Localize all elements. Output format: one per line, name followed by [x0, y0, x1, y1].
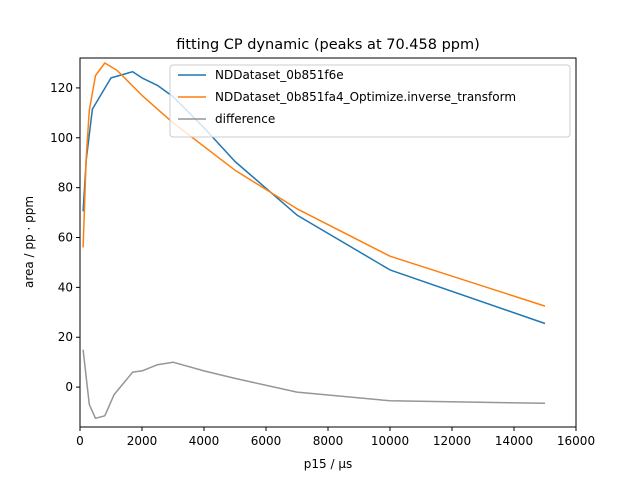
x-tick-label: 6000: [251, 434, 282, 448]
x-axis-ticks: 0 2000 4000 6000 8000 10000 12000 14000 16000: [76, 427, 595, 448]
chart-title: fitting CP dynamic (peaks at 70.458 ppm): [176, 37, 480, 53]
legend-label-0: NDDataset_0b851f6e: [215, 68, 344, 82]
y-tick-label: 60: [58, 231, 73, 245]
series-layer: [82, 62, 546, 420]
y-tick-label: 40: [58, 280, 73, 294]
y-tick-label: 20: [58, 330, 73, 344]
series-line-1: [82, 62, 546, 307]
legend: NDDataset_0b851f6e NDDataset_0b851fa4_Opt…: [169, 64, 571, 138]
y-tick-label: 100: [50, 131, 73, 145]
series-line-2: [82, 349, 546, 420]
x-tick-label: 12000: [433, 434, 471, 448]
x-tick-label: 16000: [557, 434, 595, 448]
y-axis-label: area / pp · ppm: [22, 196, 36, 288]
x-axis-label: p15 / µs: [304, 457, 352, 471]
legend-label-1: NDDataset_0b851fa4_Optimize.inverse_tran…: [215, 90, 516, 104]
y-tick-label: 0: [65, 380, 73, 394]
x-tick-label: 14000: [495, 434, 533, 448]
x-tick-label: 0: [76, 434, 84, 448]
series-line-0: [82, 70, 546, 325]
y-axis-ticks: 0 20 40 60 80 100 120: [50, 81, 80, 394]
x-tick-label: 2000: [127, 434, 158, 448]
legend-label-2: difference: [215, 112, 275, 126]
x-tick-label: 10000: [371, 434, 409, 448]
x-tick-label: 4000: [189, 434, 220, 448]
x-tick-label: 8000: [313, 434, 344, 448]
legend-box: [169, 64, 571, 138]
y-tick-label: 120: [50, 81, 73, 95]
y-tick-label: 80: [58, 181, 73, 195]
